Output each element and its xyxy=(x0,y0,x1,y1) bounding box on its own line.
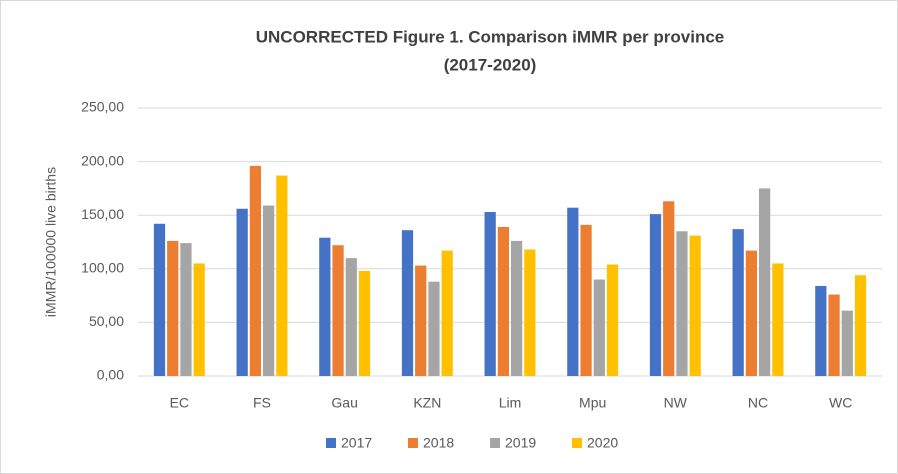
chart-title: (2017-2020) xyxy=(444,55,537,74)
bar xyxy=(593,279,605,376)
bar xyxy=(676,231,688,376)
bar xyxy=(358,270,371,376)
legend-label: 2019 xyxy=(505,435,536,451)
bar xyxy=(249,165,261,376)
bar xyxy=(663,201,675,376)
y-axis-label: iMMR/100000 live births xyxy=(43,167,59,317)
bar xyxy=(732,229,744,376)
bar xyxy=(415,265,427,376)
bar xyxy=(689,235,701,376)
bar xyxy=(332,245,344,376)
bar xyxy=(401,230,414,376)
bar xyxy=(193,263,205,376)
legend-swatch xyxy=(408,438,418,448)
bar xyxy=(153,223,166,376)
bar xyxy=(567,207,579,376)
bar xyxy=(236,208,248,376)
bar xyxy=(772,263,784,376)
y-tick-label: 100,00 xyxy=(81,260,124,276)
bar xyxy=(524,249,536,376)
x-tick-label: WC xyxy=(829,395,852,411)
bar xyxy=(828,294,840,376)
bar xyxy=(854,275,867,376)
bar xyxy=(759,188,771,376)
x-tick-label: EC xyxy=(170,395,189,411)
bar xyxy=(428,281,440,376)
bar xyxy=(167,240,179,376)
bar xyxy=(319,237,331,376)
bar xyxy=(511,240,523,376)
legend-label: 2017 xyxy=(341,435,372,451)
y-tick-label: 200,00 xyxy=(81,152,124,168)
x-tick-label: KZN xyxy=(413,395,441,411)
x-tick-label: Mpu xyxy=(579,395,606,411)
bar xyxy=(815,285,827,376)
legend-label: 2020 xyxy=(587,435,618,451)
y-tick-label: 0,00 xyxy=(97,367,124,383)
chart-title: UNCORRECTED Figure 1. Comparison iMMR pe… xyxy=(256,27,725,46)
bar xyxy=(745,250,757,376)
legend-swatch xyxy=(326,438,336,448)
y-tick-label: 250,00 xyxy=(81,99,124,115)
bar xyxy=(649,214,662,376)
legend-label: 2018 xyxy=(423,435,454,451)
x-tick-label: Gau xyxy=(331,395,357,411)
bar xyxy=(345,258,357,376)
bar xyxy=(580,224,592,376)
bar xyxy=(441,250,453,376)
bar xyxy=(606,264,619,376)
bar xyxy=(276,175,288,376)
bar xyxy=(841,310,853,376)
bar xyxy=(484,211,496,376)
y-tick-label: 50,00 xyxy=(89,313,124,329)
legend-swatch xyxy=(490,438,500,448)
x-tick-label: NW xyxy=(664,395,688,411)
bar xyxy=(180,243,192,376)
x-tick-label: FS xyxy=(253,395,271,411)
bar xyxy=(497,226,509,376)
y-tick-label: 150,00 xyxy=(81,206,124,222)
x-tick-label: Lim xyxy=(499,395,522,411)
bar xyxy=(263,205,275,376)
legend-swatch xyxy=(572,438,582,448)
x-tick-label: NC xyxy=(748,395,768,411)
